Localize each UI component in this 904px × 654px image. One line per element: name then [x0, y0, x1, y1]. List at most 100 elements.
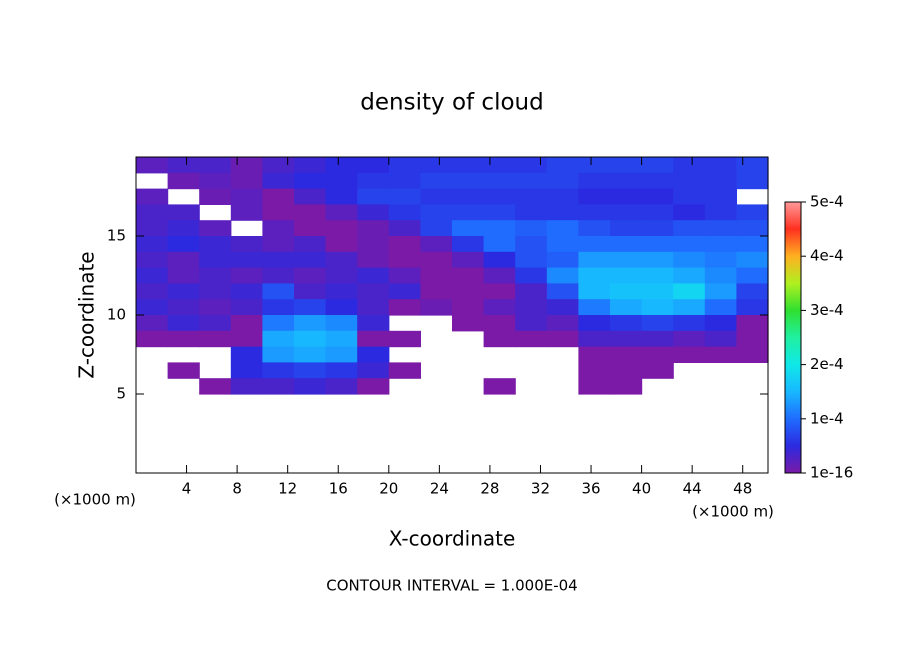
cell: [610, 204, 643, 221]
cell: [230, 236, 263, 253]
cell: [704, 204, 737, 221]
cell: [294, 251, 327, 269]
cell: [294, 283, 327, 300]
cell: [578, 172, 611, 190]
cell: [452, 204, 485, 221]
cell: [230, 204, 263, 221]
cell: [357, 236, 390, 253]
cell: [420, 157, 453, 174]
y-unit: (×1000 m): [54, 491, 136, 509]
cell: [262, 346, 295, 363]
cell: [388, 299, 421, 316]
cell: [230, 157, 263, 174]
cell: [262, 283, 295, 300]
cell: [515, 220, 548, 237]
cell: [230, 188, 263, 205]
cell: [452, 236, 485, 253]
cell: [136, 315, 169, 332]
cell: [136, 157, 169, 174]
cell: [136, 251, 169, 269]
cell: [546, 204, 579, 221]
cell: [230, 315, 263, 332]
cell: [294, 346, 327, 363]
cell: [357, 157, 390, 174]
cell: [578, 362, 611, 379]
cell: [230, 267, 263, 284]
cell: [515, 236, 548, 253]
cell: [325, 299, 358, 316]
cell: [515, 251, 548, 269]
cell: [325, 330, 358, 348]
x-tick-label: 4: [182, 480, 192, 498]
cell: [546, 220, 579, 237]
cell: [546, 330, 579, 348]
cell: [578, 188, 611, 205]
cell: [199, 378, 232, 395]
cell: [673, 172, 706, 190]
cell: [610, 236, 643, 253]
cell: [704, 236, 737, 253]
cell: [199, 172, 232, 190]
cell: [357, 204, 390, 221]
cell: [167, 283, 200, 300]
cell: [546, 267, 579, 284]
cell: [673, 315, 706, 332]
cell: [294, 299, 327, 316]
cell: [388, 251, 421, 269]
cell: [546, 315, 579, 332]
cell: [294, 204, 327, 221]
cell: [230, 362, 263, 379]
cell: [610, 346, 643, 363]
cell: [546, 188, 579, 205]
chart-title: density of cloud: [360, 90, 543, 116]
cell: [230, 283, 263, 300]
cell: [262, 315, 295, 332]
cell: [357, 267, 390, 284]
cell: [388, 157, 421, 174]
cell: [673, 204, 706, 221]
cell: [262, 220, 295, 237]
cell: [610, 172, 643, 190]
cell: [578, 157, 611, 174]
colorbar-tick-label: 1e-16: [810, 464, 853, 482]
cell: [167, 315, 200, 332]
cell: [610, 283, 643, 300]
cell: [167, 204, 200, 221]
cell: [167, 362, 200, 379]
cell: [515, 315, 548, 332]
cell: [452, 315, 485, 332]
y-axis-label: Z-coordinate: [75, 251, 99, 378]
y-tick-label: 10: [107, 306, 126, 324]
cell: [420, 236, 453, 253]
cell: [452, 157, 485, 174]
colorbar-tick-label: 4e-4: [810, 247, 844, 265]
cell: [736, 204, 769, 221]
cell: [483, 204, 516, 221]
cell: [578, 330, 611, 348]
cell: [325, 267, 358, 284]
cell: [325, 220, 358, 237]
cell: [673, 346, 706, 363]
cell: [641, 251, 674, 269]
cell: [483, 378, 516, 395]
cell: [420, 172, 453, 190]
cell: [388, 172, 421, 190]
cell: [452, 251, 485, 269]
cell: [452, 267, 485, 284]
cell: [230, 330, 263, 348]
cell: [610, 220, 643, 237]
cell: [452, 172, 485, 190]
cell: [325, 378, 358, 395]
cell: [736, 346, 769, 363]
cell: [294, 330, 327, 348]
cell: [515, 204, 548, 221]
cell: [325, 315, 358, 332]
cell: [388, 283, 421, 300]
cell: [483, 157, 516, 174]
cell: [262, 362, 295, 379]
heatmap: [136, 157, 769, 395]
cell: [641, 362, 674, 379]
cell: [736, 267, 769, 284]
y-tick-label: 5: [116, 385, 126, 403]
